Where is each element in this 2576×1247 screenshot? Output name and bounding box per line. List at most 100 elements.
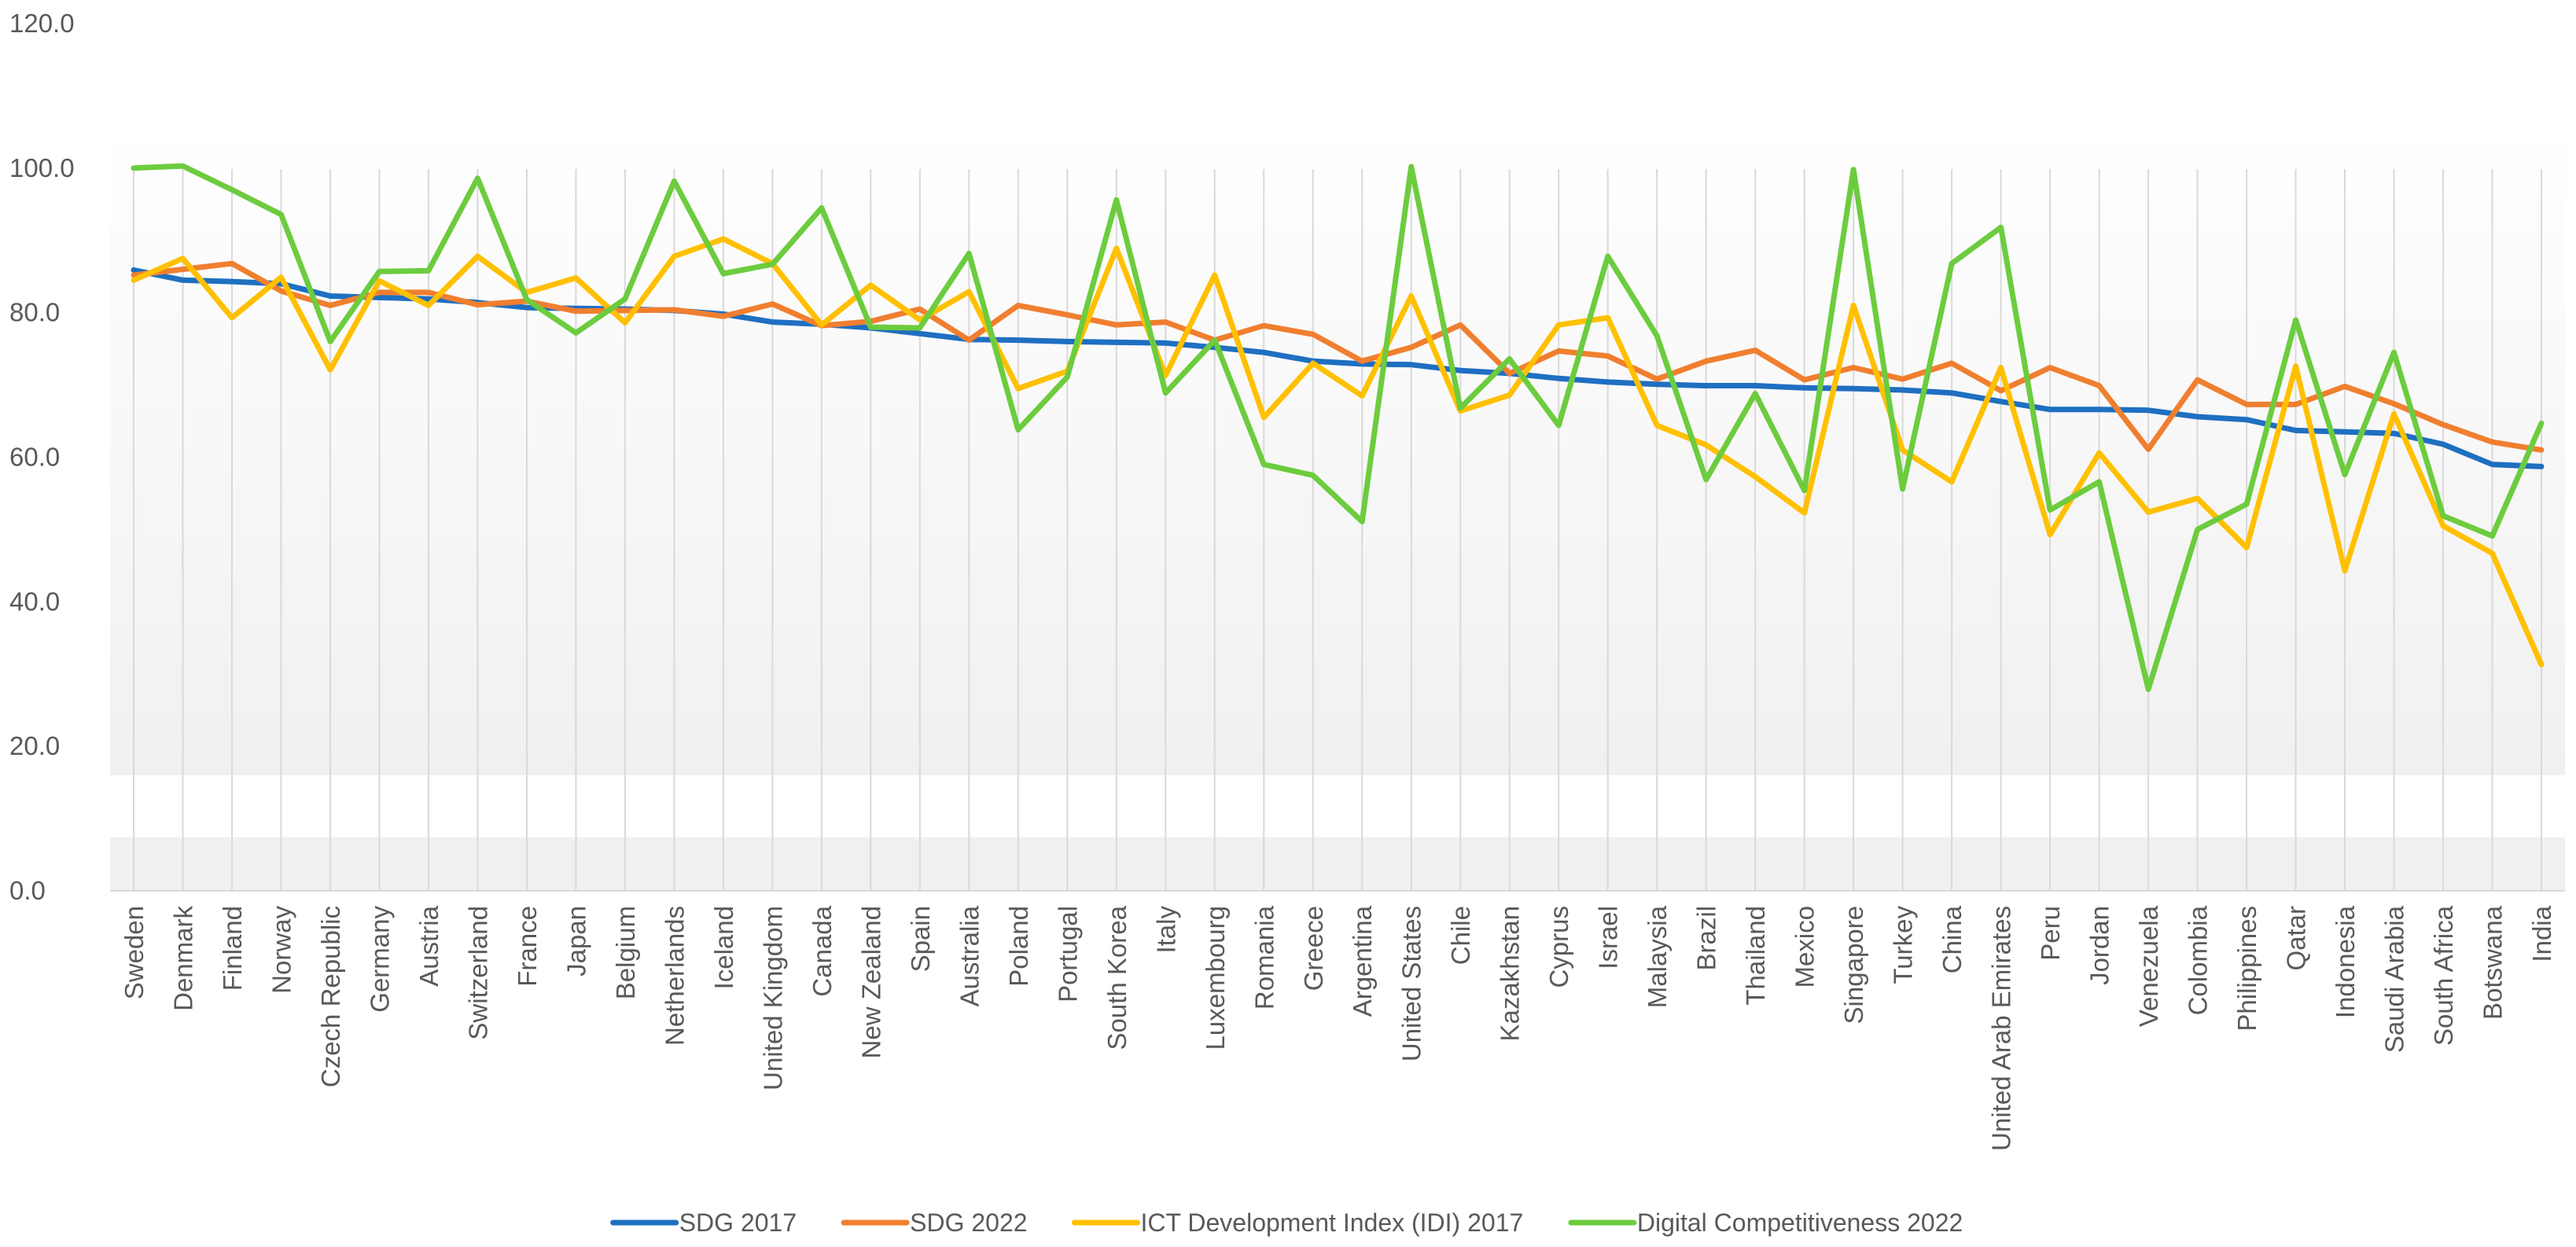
x-tick-label-netherlands: Netherlands xyxy=(660,906,689,1046)
point-digital-competitiveness-2022-austria xyxy=(425,267,432,274)
point-sdg-2022-botswana xyxy=(2490,439,2496,445)
point-ict-development-index-idi-2017-greece xyxy=(1310,360,1316,366)
x-tick-label-switzerland: Switzerland xyxy=(463,906,492,1040)
x-tick-label-sweden: Sweden xyxy=(120,906,149,999)
legend-item-sdg-2022[interactable]: SDG 2022 xyxy=(841,1208,1028,1237)
point-sdg-2022-thailand xyxy=(1752,347,1758,353)
point-sdg-2017-italy xyxy=(1162,340,1168,346)
x-tick-label-argentina: Argentina xyxy=(1348,905,1377,1017)
point-sdg-2022-cyprus xyxy=(1555,348,1562,354)
point-ict-development-index-idi-2017-mexico xyxy=(1801,509,1808,516)
point-digital-competitiveness-2022-norway xyxy=(278,212,284,218)
point-ict-development-index-idi-2017-united-states xyxy=(1408,293,1415,300)
y-tick-label: 100.0 xyxy=(9,153,75,182)
point-sdg-2017-mexico xyxy=(1801,384,1808,391)
x-tick-label-belgium: Belgium xyxy=(611,906,640,999)
point-digital-competitiveness-2022-canada xyxy=(819,204,825,211)
legend[interactable]: SDG 2017 SDG 2022 ICT Development Index (I… xyxy=(610,1208,1963,1237)
point-sdg-2022-peru xyxy=(2047,365,2053,371)
x-tick-label-canada: Canada xyxy=(808,905,837,996)
x-tick-label-cyprus: Cyprus xyxy=(1544,906,1573,988)
x-tick-label-austria: Austria xyxy=(414,905,443,986)
point-sdg-2022-turkey xyxy=(1900,376,1906,382)
point-sdg-2022-norway xyxy=(278,288,284,294)
point-digital-competitiveness-2022-united-states xyxy=(1408,164,1415,170)
x-tick-label-malaysia: Malaysia xyxy=(1643,905,1672,1008)
point-digital-competitiveness-2022-thailand xyxy=(1752,391,1758,397)
point-ict-development-index-idi-2017-malaysia xyxy=(1654,422,1660,429)
point-sdg-2017-united-states xyxy=(1408,362,1415,368)
point-sdg-2022-czech-republic xyxy=(327,302,333,308)
x-tick-label-brazil: Brazil xyxy=(1692,906,1721,971)
point-sdg-2022-venezuela xyxy=(2145,446,2151,452)
legend-item-ict-development-index-idi-2017[interactable]: ICT Development Index (IDI) 2017 xyxy=(1072,1208,1524,1237)
point-ict-development-index-idi-2017-iceland xyxy=(720,236,727,242)
y-tick-label: 20.0 xyxy=(9,731,60,760)
point-sdg-2017-portugal xyxy=(1064,338,1070,344)
point-sdg-2017-india xyxy=(2538,463,2545,469)
point-sdg-2017-colombia xyxy=(2195,414,2201,420)
point-digital-competitiveness-2022-india xyxy=(2538,420,2545,426)
x-tick-label-denmark: Denmark xyxy=(168,906,197,1011)
point-digital-competitiveness-2022-venezuela xyxy=(2145,686,2151,693)
point-digital-competitiveness-2022-luxembourg xyxy=(1212,337,1218,344)
point-digital-competitiveness-2022-brazil xyxy=(1703,476,1709,483)
point-digital-competitiveness-2022-poland xyxy=(1015,427,1021,433)
point-sdg-2017-chile xyxy=(1457,367,1463,373)
x-tick-label-south-korea: South Korea xyxy=(1102,905,1132,1050)
point-ict-development-index-idi-2017-venezuela xyxy=(2145,509,2151,515)
x-tick-label-united-kingdom: United Kingdom xyxy=(758,906,787,1091)
point-sdg-2022-kazakhstan xyxy=(1507,370,1513,377)
point-ict-development-index-idi-2017-austria xyxy=(425,302,432,308)
point-digital-competitiveness-2022-romania xyxy=(1260,462,1267,468)
point-sdg-2017-poland xyxy=(1015,337,1021,344)
point-sdg-2022-philippines xyxy=(2243,401,2250,407)
legend-item-digital-competitiveness-2022[interactable]: Digital Competitiveness 2022 xyxy=(1568,1208,1963,1237)
x-tick-label-france: France xyxy=(513,906,542,987)
point-ict-development-index-idi-2017-denmark xyxy=(179,256,186,262)
point-sdg-2022-iceland xyxy=(720,313,727,319)
x-tick-label-chile: Chile xyxy=(1446,906,1475,965)
point-digital-competitiveness-2022-mexico xyxy=(1801,487,1808,494)
point-sdg-2022-greece xyxy=(1310,331,1316,337)
x-tick-label-venezuela: Venezuela xyxy=(2134,905,2163,1027)
point-digital-competitiveness-2022-argentina xyxy=(1359,518,1365,524)
point-sdg-2017-venezuela xyxy=(2145,407,2151,414)
x-tick-label-peru: Peru xyxy=(2036,906,2065,961)
x-tick-label-poland: Poland xyxy=(1004,906,1033,987)
x-tick-label-germany: Germany xyxy=(365,906,394,1013)
point-sdg-2022-united-states xyxy=(1408,344,1415,351)
point-sdg-2017-saudi-arabia xyxy=(2391,430,2398,436)
point-digital-competitiveness-2022-united-arab-emirates xyxy=(1998,224,2004,230)
x-tick-label-united-arab-emirates: United Arab Emirates xyxy=(1987,906,2016,1151)
y-tick-label: 60.0 xyxy=(9,443,60,472)
point-ict-development-index-idi-2017-united-arab-emirates xyxy=(1998,365,2004,371)
x-tick-label-japan: Japan xyxy=(561,906,591,977)
x-tick-label-portugal: Portugal xyxy=(1053,906,1082,1002)
point-sdg-2017-finland xyxy=(229,278,235,285)
point-digital-competitiveness-2022-japan xyxy=(572,329,579,336)
point-digital-competitiveness-2022-indonesia xyxy=(2342,472,2348,478)
point-sdg-2017-france xyxy=(524,304,530,311)
x-tick-label-indonesia: Indonesia xyxy=(2331,905,2360,1018)
point-sdg-2017-peru xyxy=(2047,406,2053,413)
point-sdg-2022-chile xyxy=(1457,322,1463,328)
point-digital-competitiveness-2022-italy xyxy=(1162,390,1168,396)
x-tick-label-saudi-arabia: Saudi Arabia xyxy=(2380,905,2409,1053)
point-ict-development-index-idi-2017-turkey xyxy=(1900,447,1906,453)
series-line-digital-competitiveness-2022 xyxy=(131,163,2545,693)
point-sdg-2022-austria xyxy=(425,289,432,296)
legend-label: SDG 2017 xyxy=(679,1208,797,1237)
x-tick-label-thailand: Thailand xyxy=(1741,906,1770,1006)
point-digital-competitiveness-2022-malaysia xyxy=(1654,333,1660,339)
point-sdg-2017-romania xyxy=(1260,349,1267,355)
point-sdg-2022-brazil xyxy=(1703,358,1709,364)
point-digital-competitiveness-2022-israel xyxy=(1605,253,1611,259)
point-sdg-2017-united-arab-emirates xyxy=(1998,399,2004,405)
point-ict-development-index-idi-2017-romania xyxy=(1260,414,1267,421)
legend-item-sdg-2017[interactable]: SDG 2017 xyxy=(610,1208,797,1237)
point-sdg-2022-argentina xyxy=(1359,358,1365,364)
point-ict-development-index-idi-2017-qatar xyxy=(2293,363,2299,370)
point-sdg-2022-netherlands xyxy=(671,307,677,313)
